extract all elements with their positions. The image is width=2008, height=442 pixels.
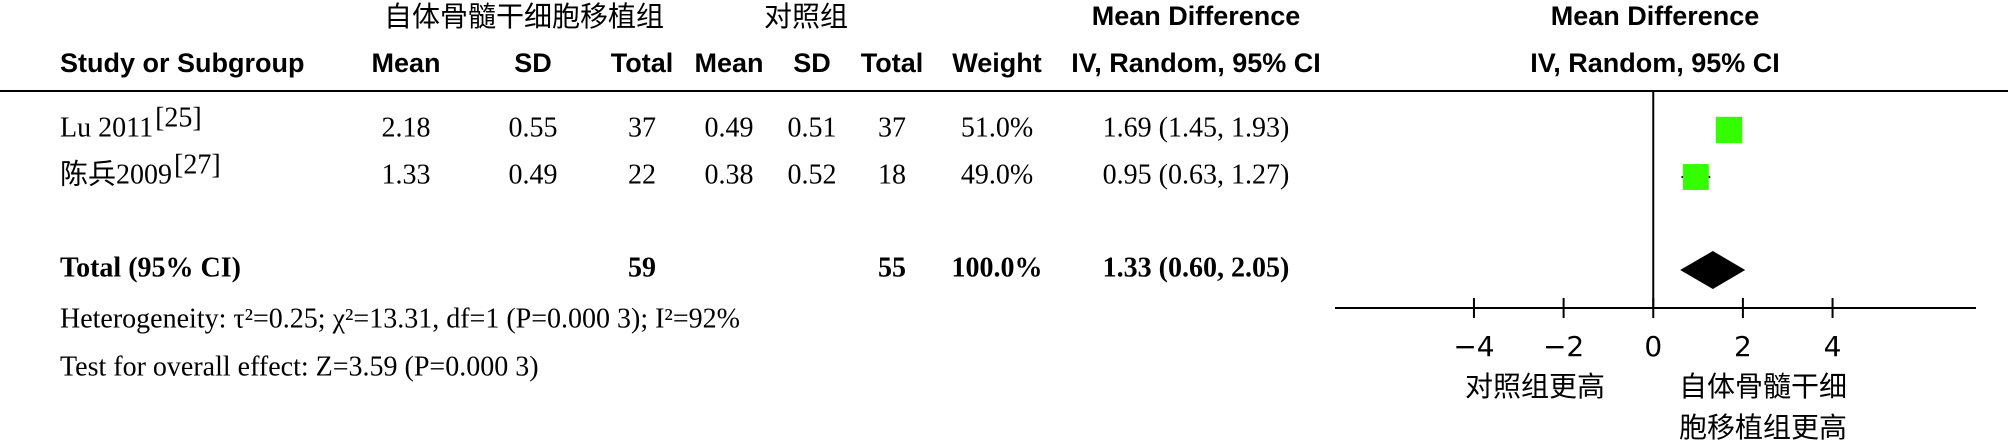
total-cell: 1.33 (0.60, 2.05) <box>1103 252 1290 283</box>
study-name: 陈兵2009 <box>60 158 172 190</box>
cell: 2.18 <box>382 112 431 143</box>
effect-square <box>1682 164 1709 190</box>
column-header: Study or Subgroup <box>60 48 304 78</box>
total-cell: 59 <box>628 252 656 283</box>
right-favours: 自体骨髓干细 <box>1679 370 1847 403</box>
column-header: Total <box>861 48 924 78</box>
method-header: IV, Random, 95% CI <box>1530 48 1780 78</box>
group-header: 对照组 <box>764 0 848 33</box>
heterogeneity: Heterogeneity: τ²=0.25; χ²=13.31, df=1 (… <box>60 303 740 334</box>
x-tick-label: 0 <box>1644 330 1662 363</box>
cell: 0.51 <box>788 112 837 143</box>
cell: 0.95 (0.63, 1.27) <box>1103 159 1290 190</box>
cell: 51.0% <box>961 112 1033 143</box>
total-diamond <box>1680 251 1746 289</box>
cell: 22 <box>628 159 656 190</box>
left-favours: 对照组更高 <box>1465 370 1605 403</box>
x-tick-label: −4 <box>1453 330 1494 363</box>
column-header: SD <box>514 48 552 78</box>
overall-effect: Test for overall effect: Z=3.59 (P=0.000… <box>60 351 539 382</box>
cell: 0.52 <box>788 159 837 190</box>
effect-header: Mean Difference <box>1551 1 1760 31</box>
column-header: Weight <box>952 48 1042 78</box>
column-header: Mean <box>371 48 440 78</box>
study-name: Lu 2011 <box>60 112 153 143</box>
total-name: Total (95% CI) <box>60 252 241 283</box>
cell: 1.69 (1.45, 1.93) <box>1103 112 1290 143</box>
column-header: Total <box>611 48 674 78</box>
right-favours: 胞移植组更高 <box>1679 411 1847 442</box>
cell: 37 <box>878 112 906 143</box>
cell: 37 <box>628 112 656 143</box>
x-tick-label: 2 <box>1734 330 1752 363</box>
column-header: IV, Random, 95% CI <box>1071 48 1321 78</box>
column-header: Mean <box>694 48 763 78</box>
study-ref: [25] <box>155 102 202 133</box>
x-tick-label: −2 <box>1543 330 1584 363</box>
cell: 0.38 <box>705 159 754 190</box>
x-tick-label: 4 <box>1824 330 1842 363</box>
effect-header: Mean Difference <box>1092 1 1301 31</box>
cell: 0.49 <box>705 112 754 143</box>
cell: 1.33 <box>382 159 431 190</box>
study-ref: [27] <box>174 149 221 180</box>
total-cell: 100.0% <box>952 252 1043 283</box>
cell: 0.49 <box>509 159 558 190</box>
total-cell: 55 <box>878 252 906 283</box>
cell: 18 <box>878 159 906 190</box>
effect-square <box>1715 116 1743 144</box>
column-header: SD <box>793 48 831 78</box>
group-header: 自体骨髓干细胞移植组 <box>384 0 664 33</box>
cell: 49.0% <box>961 159 1033 190</box>
cell: 0.55 <box>509 112 558 143</box>
